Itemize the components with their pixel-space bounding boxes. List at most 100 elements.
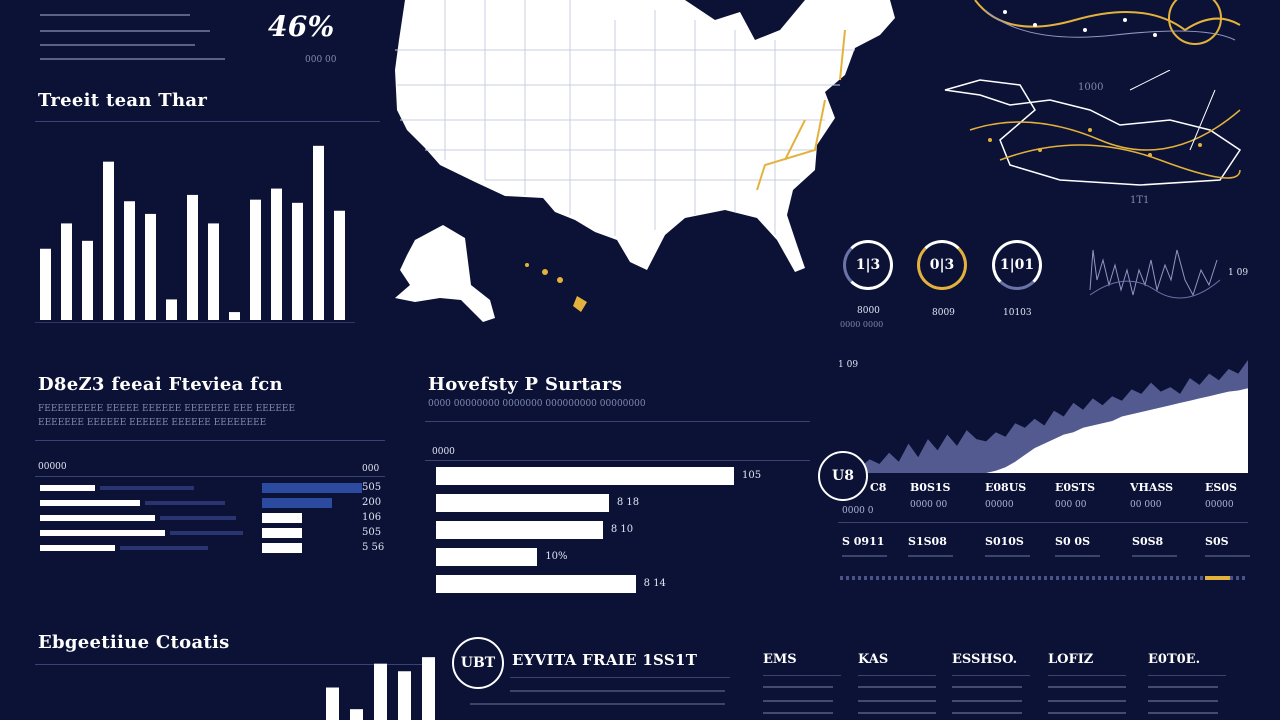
bottom-table-header: LOFIZ xyxy=(1048,652,1094,667)
network-map-top xyxy=(974,0,1241,45)
stat-line xyxy=(1055,555,1100,557)
stat-label-2: S0 0S xyxy=(1055,535,1091,548)
table-header-left: 00000 xyxy=(38,462,67,472)
bar-4 xyxy=(103,161,114,320)
table-row-value: 106 xyxy=(362,512,382,523)
ring-3-value: 1|01 xyxy=(999,257,1035,273)
bottom-bar-d xyxy=(398,671,411,720)
area-label: 1 09 xyxy=(838,360,859,370)
bar-2 xyxy=(61,223,72,320)
alaska-shape xyxy=(395,225,495,322)
bar-panel-title: Treeit tean Thar xyxy=(38,90,208,111)
top-percent-caption: 000 00 xyxy=(305,55,337,65)
area-circle: U8 xyxy=(818,451,868,501)
ring-2: 0|3 xyxy=(917,240,967,290)
stat-label: ES0S xyxy=(1205,481,1237,494)
table-row-track xyxy=(100,486,194,490)
bottom-table-rule xyxy=(763,675,841,676)
table-panel-rule xyxy=(35,440,385,441)
bar-7 xyxy=(166,299,177,320)
table-row-track xyxy=(120,546,208,550)
bar-15 xyxy=(334,210,345,320)
table-row-bar xyxy=(40,485,95,491)
table-row-value-bar xyxy=(262,543,302,553)
hbar-label: 8 14 xyxy=(643,578,666,589)
bar-6 xyxy=(145,213,156,320)
bottom-bar-chart xyxy=(326,657,435,720)
stat-line xyxy=(1132,555,1177,557)
stat-line xyxy=(985,555,1030,557)
table-row-bar xyxy=(40,500,140,506)
ring-1-sub: 0000 0000 xyxy=(840,320,884,329)
hbar-header-rule xyxy=(425,460,810,461)
hbar-panel-title: Hovefsty P Surtars xyxy=(428,374,623,395)
table-row-value-bar xyxy=(262,528,302,538)
stats-dots-accent xyxy=(1205,576,1230,580)
stat-line xyxy=(842,555,887,557)
bar-8 xyxy=(187,194,198,320)
bottom-table-line xyxy=(1148,700,1218,702)
table-row-track xyxy=(160,516,236,520)
hbar-e xyxy=(436,575,636,593)
table-row-track xyxy=(145,501,225,505)
hbar-c xyxy=(436,521,603,539)
bottom-circle: UBT xyxy=(452,637,504,689)
hbar-label: 10% xyxy=(545,551,568,562)
bottom-table-line xyxy=(858,712,936,714)
bottom-table-header: KAS xyxy=(858,652,889,667)
bottom-table-rule xyxy=(858,675,936,676)
hbar-label: 8 18 xyxy=(616,497,640,508)
stat-label: VHASS xyxy=(1130,481,1174,494)
hbar-label: 8 10 xyxy=(610,524,634,535)
table-header-right: 000 xyxy=(362,464,380,474)
stat-line xyxy=(908,555,953,557)
bottom-circle-label: UBT xyxy=(460,655,496,671)
bottom-bar-c xyxy=(374,663,387,720)
bottom-middle-line-2 xyxy=(470,703,725,705)
stat-label-2: S010S xyxy=(985,535,1024,548)
ring-1: 1|3 xyxy=(843,240,893,290)
table-panel-desc-2: EEEEEEE EEEEEE EEEEEE EEEEEE EEEEEEEE xyxy=(38,418,267,428)
bar-1 xyxy=(40,248,51,320)
stat-label: C8 xyxy=(870,481,887,494)
hbar-b xyxy=(436,494,609,512)
hbar-header: 0000 xyxy=(432,447,455,457)
ring-1-caption: 8000 xyxy=(857,306,880,316)
bottom-table-rule xyxy=(1148,675,1226,676)
area-circle-label: U8 xyxy=(832,468,854,484)
hawaii-shape xyxy=(525,263,587,312)
bar-panel-rule xyxy=(35,121,380,122)
area-series-2 xyxy=(860,388,1248,473)
us-map xyxy=(395,0,895,322)
top-percent: 46% xyxy=(268,10,335,43)
stat-label: E0STS xyxy=(1055,481,1096,494)
route-lines xyxy=(756,29,846,191)
bottom-left-rule xyxy=(35,664,435,665)
ring-3-caption: 10103 xyxy=(1003,308,1032,318)
hbar-label: 105 xyxy=(742,470,762,481)
table-row-value: 505 xyxy=(362,482,382,493)
stat-sub: 00000 xyxy=(985,500,1014,510)
hbar-panel-desc: 0000 00000000 0000000 000000000 00000000 xyxy=(428,399,646,409)
stat-sub: 000 00 xyxy=(1055,500,1087,510)
stat-sub: 00000 xyxy=(1205,500,1234,510)
hbar-a xyxy=(436,467,734,485)
bottom-table-line xyxy=(952,712,1022,714)
bottom-left-title: Ebgeetiiue Ctoatis xyxy=(38,632,230,653)
ring-2-value: 0|3 xyxy=(929,257,955,273)
bar-chart xyxy=(40,145,345,320)
bottom-table-line xyxy=(858,686,936,688)
table-row-bar xyxy=(40,515,155,521)
bottom-table-line xyxy=(763,700,833,702)
bottom-table-rule xyxy=(952,675,1030,676)
bottom-middle-title: EYVITA FRAIE 1SS1T xyxy=(512,651,698,669)
network-label-bottom: 1T1 xyxy=(1130,195,1150,206)
bar-3 xyxy=(82,240,93,320)
stat-label: B0S1S xyxy=(910,481,951,494)
table-row-value-bar xyxy=(262,513,302,523)
sparkline xyxy=(1089,249,1221,299)
state-borders xyxy=(395,0,855,236)
area-chart xyxy=(860,360,1248,473)
bottom-table-line xyxy=(952,686,1022,688)
network-label-top: 1000 xyxy=(1078,82,1104,93)
